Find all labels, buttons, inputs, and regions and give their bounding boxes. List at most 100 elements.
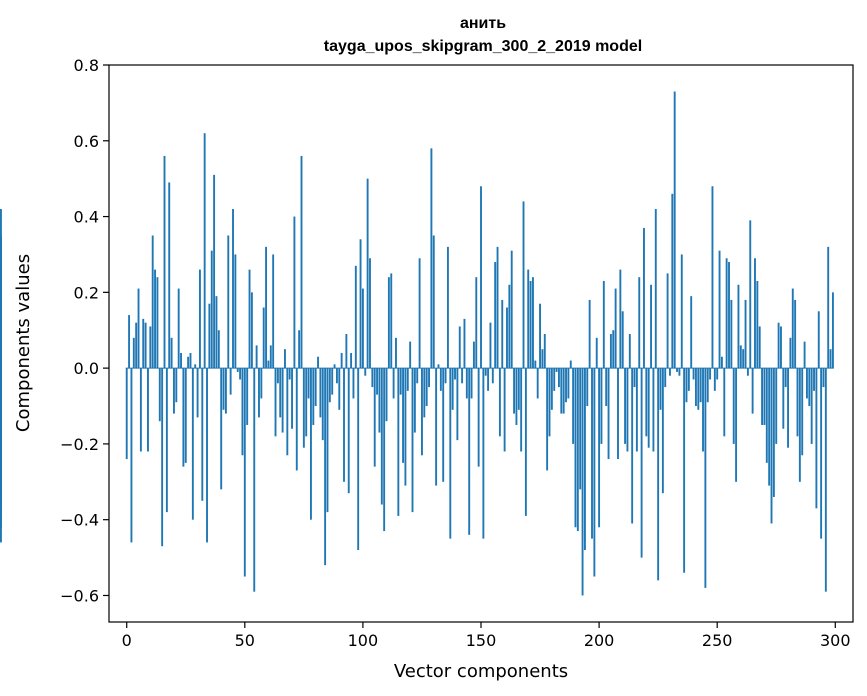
bar-component-51 xyxy=(246,368,249,425)
bar-component-181 xyxy=(553,368,556,391)
bar-component-27 xyxy=(189,352,192,369)
bar-component-176 xyxy=(541,349,544,369)
bar-component-120 xyxy=(409,341,412,369)
bar-component-236 xyxy=(683,368,686,573)
x-tick-label: 250 xyxy=(702,631,733,650)
bar-component-56 xyxy=(258,368,260,418)
bar-component-23 xyxy=(180,352,182,369)
bar-component-241 xyxy=(694,368,697,407)
bar-component-261 xyxy=(742,349,745,369)
bar-component-167 xyxy=(520,368,523,452)
bar-component-85 xyxy=(326,368,329,513)
bar-component-52 xyxy=(248,269,251,369)
x-tick-label: 300 xyxy=(820,631,851,650)
bar-component-14 xyxy=(158,368,161,422)
bar-component-205 xyxy=(609,334,612,369)
bar-component-90 xyxy=(338,368,341,410)
bar-component-233 xyxy=(676,368,678,372)
bar-component-186 xyxy=(565,368,567,403)
bar-component-227 xyxy=(661,368,664,494)
bar-component-116 xyxy=(399,368,402,395)
bar-component-141 xyxy=(458,326,461,369)
bar-component-271 xyxy=(765,368,768,463)
bar-component-159 xyxy=(501,299,504,369)
bar-component-121 xyxy=(411,368,414,513)
bar-component-230 xyxy=(669,368,671,376)
bar-component-95 xyxy=(350,352,353,369)
bar-component-142 xyxy=(461,368,464,384)
bar-component-204 xyxy=(607,368,610,460)
bar-component-105 xyxy=(373,368,376,467)
bar-component-17 xyxy=(165,368,168,513)
bar-component-83 xyxy=(321,368,324,441)
bar-component-252 xyxy=(720,356,723,369)
bar-component-45 xyxy=(232,208,234,369)
bar-component-4 xyxy=(135,322,138,369)
bar-component-119 xyxy=(406,368,409,391)
bar-component-133 xyxy=(439,368,442,391)
bar-component-80 xyxy=(314,368,317,407)
bar-component-75 xyxy=(302,368,305,448)
bar-component-48 xyxy=(239,368,242,380)
bar-component-128 xyxy=(428,368,430,388)
bar-component-229 xyxy=(666,273,669,369)
bar-component-13 xyxy=(156,277,159,369)
bar-component-174 xyxy=(536,368,539,399)
bar-component-143 xyxy=(463,318,466,369)
bar-component-57 xyxy=(260,368,263,399)
bar-component-284 xyxy=(796,368,799,437)
bar-component-107 xyxy=(378,368,381,433)
bar-component-93 xyxy=(345,334,348,369)
bar-component-undefined xyxy=(0,368,2,543)
bar-component-223 xyxy=(652,368,655,452)
bar-component-185 xyxy=(562,368,565,414)
bar-component-201 xyxy=(600,368,603,444)
bar-component-9 xyxy=(147,368,149,452)
bar-component-110 xyxy=(385,368,388,422)
bar-component-243 xyxy=(699,368,702,403)
y-tick-label: 0.4 xyxy=(74,208,99,227)
bar-component-118 xyxy=(404,368,407,486)
bar-component-35 xyxy=(208,303,211,369)
bar-component-43 xyxy=(227,235,230,369)
bar-component-15 xyxy=(161,368,164,547)
bar-component-242 xyxy=(697,368,700,410)
bar-component-50 xyxy=(243,368,246,577)
bar-component-171 xyxy=(529,280,532,369)
x-tick-label: 150 xyxy=(466,631,497,650)
bar-component-182 xyxy=(555,368,558,372)
bar-component-247 xyxy=(709,368,712,380)
bar-component-63 xyxy=(274,368,277,437)
bar-component-115 xyxy=(397,368,400,516)
bar-component-280 xyxy=(787,368,789,448)
bar-component-263 xyxy=(746,368,749,376)
bar-component-151 xyxy=(482,368,485,539)
bar-component-279 xyxy=(784,368,787,388)
bar-component-26 xyxy=(187,356,190,369)
bar-component-61 xyxy=(269,345,272,369)
bar-component-130 xyxy=(432,235,435,369)
bar-component-192 xyxy=(579,368,582,490)
chart-title-model: tayga_upos_skipgram_300_2_2019 model xyxy=(324,38,642,55)
bar-component-294 xyxy=(820,368,823,539)
bar-component-154 xyxy=(489,322,492,369)
bar-component-246 xyxy=(706,368,709,403)
bar-component-245 xyxy=(704,368,707,588)
bar-component-210 xyxy=(621,311,624,369)
bar-component-7 xyxy=(142,318,145,369)
bar-component-28 xyxy=(191,368,194,520)
bar-component-183 xyxy=(558,368,560,388)
bar-component-65 xyxy=(279,368,282,418)
bar-component-5 xyxy=(137,288,140,369)
bar-component-256 xyxy=(730,299,733,369)
bar-component-42 xyxy=(224,368,227,414)
bar-component-10 xyxy=(149,326,152,369)
bar-component-157 xyxy=(496,246,499,369)
bar-component-16 xyxy=(163,155,166,369)
bar-component-62 xyxy=(272,254,275,369)
bar-component-70 xyxy=(291,368,293,429)
bar-component-209 xyxy=(619,269,622,369)
bar-component-103 xyxy=(369,258,371,369)
bar-component-99 xyxy=(359,239,362,369)
bar-component-224 xyxy=(654,208,657,369)
